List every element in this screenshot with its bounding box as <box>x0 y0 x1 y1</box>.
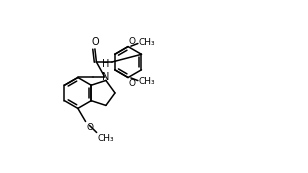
Text: O: O <box>91 37 99 47</box>
Text: N: N <box>102 72 109 83</box>
Text: O: O <box>86 123 93 132</box>
Text: O: O <box>128 37 135 45</box>
Text: CH₃: CH₃ <box>139 77 155 86</box>
Text: H: H <box>102 59 109 69</box>
Text: O: O <box>128 79 135 88</box>
Text: CH₃: CH₃ <box>97 134 114 143</box>
Text: CH₃: CH₃ <box>139 38 155 47</box>
